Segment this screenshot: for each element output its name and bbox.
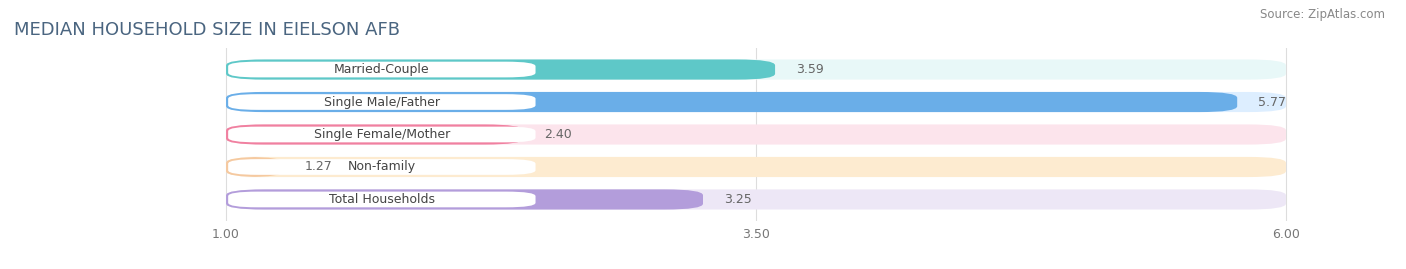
Text: 3.59: 3.59 <box>796 63 824 76</box>
Text: 3.25: 3.25 <box>724 193 752 206</box>
Text: Source: ZipAtlas.com: Source: ZipAtlas.com <box>1260 8 1385 21</box>
FancyBboxPatch shape <box>228 62 536 77</box>
Text: MEDIAN HOUSEHOLD SIZE IN EIELSON AFB: MEDIAN HOUSEHOLD SIZE IN EIELSON AFB <box>14 20 401 38</box>
FancyBboxPatch shape <box>228 127 536 142</box>
FancyBboxPatch shape <box>226 125 523 144</box>
Text: 1.27: 1.27 <box>305 161 332 174</box>
Text: Total Households: Total Households <box>329 193 434 206</box>
FancyBboxPatch shape <box>228 94 536 110</box>
FancyBboxPatch shape <box>228 159 536 175</box>
FancyBboxPatch shape <box>226 157 1286 177</box>
FancyBboxPatch shape <box>226 59 775 80</box>
Text: Married-Couple: Married-Couple <box>335 63 430 76</box>
FancyBboxPatch shape <box>226 92 1286 112</box>
FancyBboxPatch shape <box>226 189 703 210</box>
Text: 2.40: 2.40 <box>544 128 572 141</box>
FancyBboxPatch shape <box>226 157 283 177</box>
Text: Single Male/Father: Single Male/Father <box>323 95 440 108</box>
FancyBboxPatch shape <box>228 192 536 207</box>
FancyBboxPatch shape <box>226 125 1286 144</box>
Text: Non-family: Non-family <box>347 161 416 174</box>
FancyBboxPatch shape <box>226 59 1286 80</box>
FancyBboxPatch shape <box>226 189 1286 210</box>
FancyBboxPatch shape <box>226 92 1237 112</box>
Text: 5.77: 5.77 <box>1258 95 1286 108</box>
Text: Single Female/Mother: Single Female/Mother <box>314 128 450 141</box>
